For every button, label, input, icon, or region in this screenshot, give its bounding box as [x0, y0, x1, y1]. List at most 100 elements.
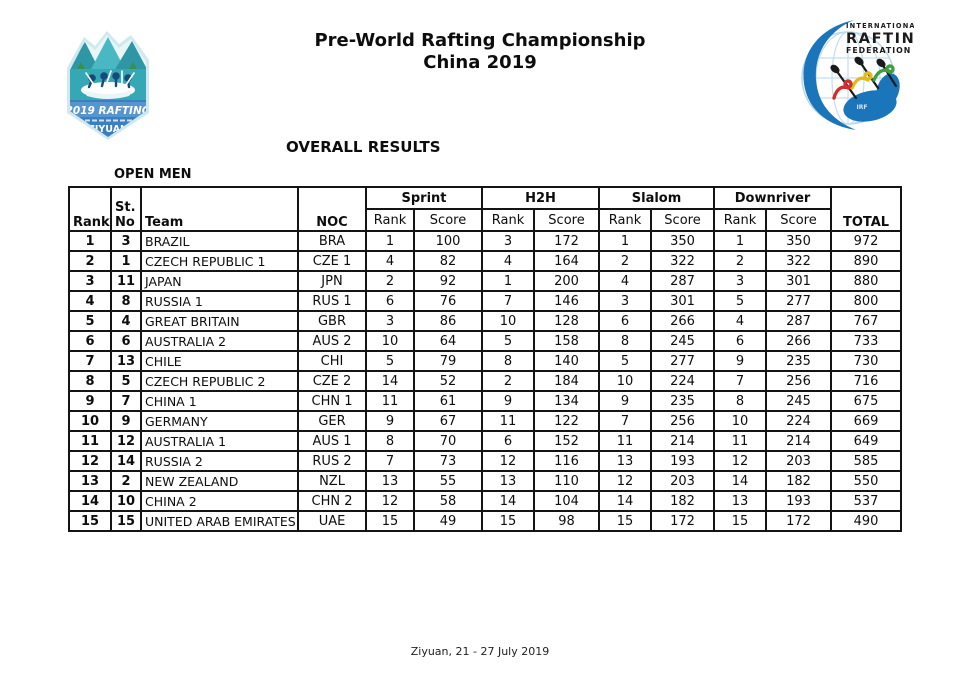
total-cell: 537 [830, 490, 903, 512]
slalom-score-cell: 235 [650, 390, 716, 412]
noc-cell: CZE 1 [297, 250, 367, 272]
slalom-rank-cell: 3 [598, 290, 653, 312]
rank-cell: 3 [68, 270, 112, 292]
slalom-rank-cell: 6 [598, 310, 653, 332]
slalom-rank-cell: 9 [598, 390, 653, 412]
noc-cell: CHI [297, 350, 367, 372]
h2h-rank-cell: 12 [481, 450, 536, 472]
sub-header-sprint-rank: Rank [365, 208, 415, 232]
col-header-no: No [115, 215, 135, 230]
downriver-rank-cell: 2 [713, 250, 768, 272]
downriver-score-cell: 182 [765, 470, 833, 492]
st-no-cell: 7 [110, 390, 142, 412]
irf-logo: IRF INTERNATIONAL [790, 14, 927, 134]
slalom-rank-cell: 11 [598, 430, 653, 452]
team-cell: UNITED ARAB EMIRATES [140, 510, 299, 532]
h2h-rank-cell: 8 [481, 350, 536, 372]
total-cell: 880 [830, 270, 903, 292]
downriver-rank-cell: 7 [713, 370, 768, 392]
noc-cell: RUS 1 [297, 290, 367, 312]
downriver-score-cell: 301 [765, 270, 833, 292]
team-cell: GERMANY [140, 410, 299, 432]
h2h-rank-cell: 9 [481, 390, 536, 412]
raft-hull [83, 90, 133, 99]
col-header-st-no: St. No [110, 186, 142, 232]
st-no-cell: 3 [110, 230, 142, 252]
sprint-rank-cell: 2 [365, 270, 415, 292]
river-swoosh-icon [803, 20, 856, 130]
st-no-cell: 4 [110, 310, 142, 332]
rank-cell: 12 [68, 450, 112, 472]
h2h-score-cell: 146 [533, 290, 601, 312]
table-row: 7 13 CHILE CHI 5 79 8 140 5 277 9 235 730 [68, 350, 903, 372]
slalom-score-cell: 214 [650, 430, 716, 452]
downriver-rank-cell: 15 [713, 510, 768, 532]
team-cell: CHINA 1 [140, 390, 299, 412]
sprint-score-cell: 73 [412, 450, 484, 472]
sprint-rank-cell: 5 [365, 350, 415, 372]
sprint-rank-cell: 11 [365, 390, 415, 412]
st-no-cell: 13 [110, 350, 142, 372]
total-cell: 716 [830, 370, 903, 392]
downriver-rank-cell: 8 [713, 390, 768, 412]
rank-cell: 8 [68, 370, 112, 392]
downriver-score-cell: 266 [765, 330, 833, 352]
sprint-rank-cell: 4 [365, 250, 415, 272]
sprint-rank-cell: 14 [365, 370, 415, 392]
noc-cell: CHN 2 [297, 490, 367, 512]
sprint-score-cell: 61 [412, 390, 484, 412]
h2h-score-cell: 122 [533, 410, 601, 432]
team-cell: JAPAN [140, 270, 299, 292]
h2h-score-cell: 184 [533, 370, 601, 392]
st-no-cell: 8 [110, 290, 142, 312]
slalom-score-cell: 182 [650, 490, 716, 512]
slalom-rank-cell: 2 [598, 250, 653, 272]
team-cell: AUSTRALIA 1 [140, 430, 299, 452]
sprint-score-cell: 64 [412, 330, 484, 352]
st-no-cell: 14 [110, 450, 142, 472]
downriver-score-cell: 277 [765, 290, 833, 312]
table-row: 10 9 GERMANY GER 9 67 11 122 7 256 10 224 669 [68, 410, 903, 432]
slalom-rank-cell: 7 [598, 410, 653, 432]
slalom-rank-cell: 1 [598, 230, 653, 252]
total-cell: 669 [830, 410, 903, 432]
h2h-rank-cell: 2 [481, 370, 536, 392]
team-cell: RUSSIA 1 [140, 290, 299, 312]
sub-header-downriver-rank: Rank [713, 208, 768, 232]
table-row: 5 4 GREAT BRITAIN GBR 3 86 10 128 6 266 4 287 767 [68, 310, 903, 332]
table-row: 9 7 CHINA 1 CHN 1 11 61 9 134 9 235 8 245 675 [68, 390, 903, 412]
group-header-h2h: H2H [481, 186, 601, 210]
noc-cell: JPN [297, 270, 367, 292]
h2h-score-cell: 200 [533, 270, 601, 292]
slalom-rank-cell: 13 [598, 450, 653, 472]
downriver-score-cell: 224 [765, 410, 833, 432]
sprint-rank-cell: 1 [365, 230, 415, 252]
rank-cell: 5 [68, 310, 112, 332]
sprint-score-cell: 100 [412, 230, 484, 252]
noc-cell: GBR [297, 310, 367, 332]
st-no-cell: 1 [110, 250, 142, 272]
title-line-2: China 2019 [423, 52, 537, 73]
total-cell: 890 [830, 250, 903, 272]
st-no-cell: 12 [110, 430, 142, 452]
table-row: 3 11 JAPAN JPN 2 92 1 200 4 287 3 301 880 [68, 270, 903, 292]
sprint-score-cell: 49 [412, 510, 484, 532]
team-cell: NEW ZEALAND [140, 470, 299, 492]
col-header-noc: NOC [297, 186, 367, 232]
slalom-rank-cell: 8 [598, 330, 653, 352]
h2h-rank-cell: 15 [481, 510, 536, 532]
event-logo-year-text: 2019 RAFTING [66, 105, 151, 117]
event-logo-location-text: · ZIYUAN · [81, 124, 135, 135]
slalom-score-cell: 203 [650, 470, 716, 492]
results-header: Rank St. No Team NOC Sprint H2H Slalom D… [68, 186, 903, 232]
team-cell: CZECH REPUBLIC 2 [140, 370, 299, 392]
st-no-cell: 2 [110, 470, 142, 492]
total-cell: 730 [830, 350, 903, 372]
slalom-rank-cell: 15 [598, 510, 653, 532]
rank-cell: 1 [68, 230, 112, 252]
h2h-score-cell: 140 [533, 350, 601, 372]
sprint-rank-cell: 12 [365, 490, 415, 512]
badge-title-band [70, 102, 146, 117]
total-cell: 767 [830, 310, 903, 332]
